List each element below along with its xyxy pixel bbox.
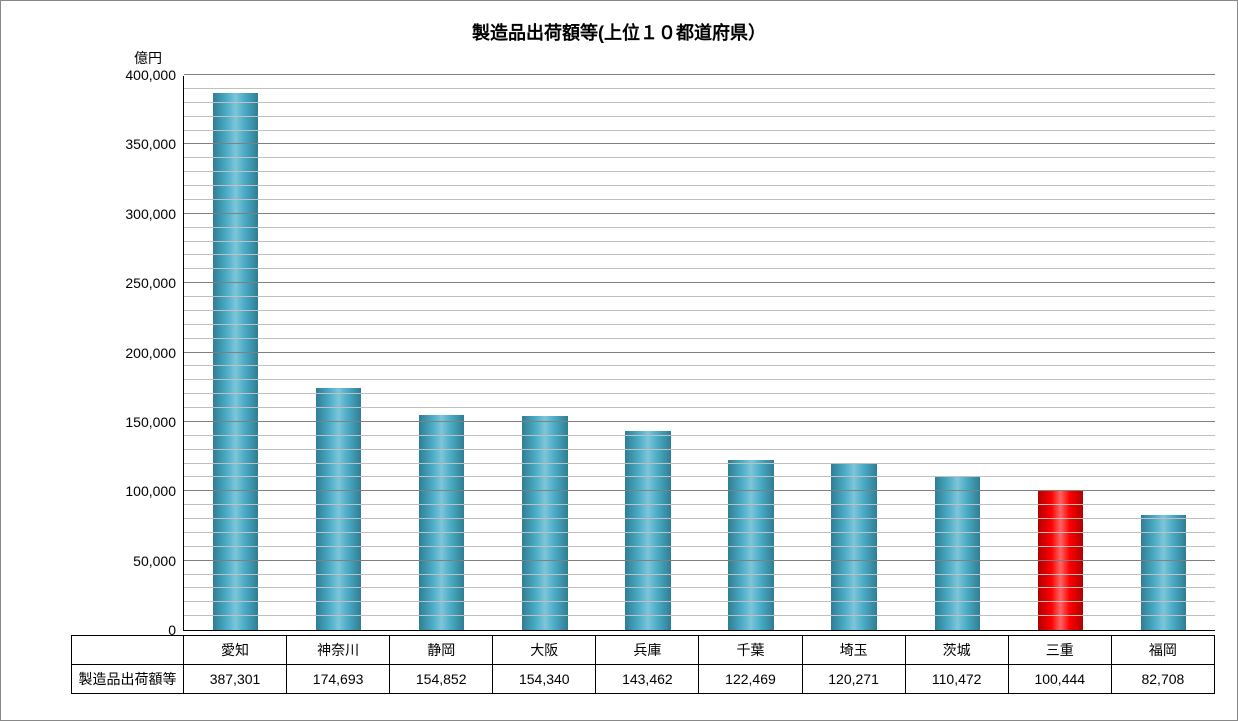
grid-minor [184, 587, 1215, 588]
bar-body [625, 431, 670, 630]
grid-minor [184, 379, 1215, 380]
grid-minor [184, 88, 1215, 89]
value-cell: 387,301 [183, 665, 286, 694]
y-tick-label: 250,000 [125, 275, 184, 291]
y-tick-label: 300,000 [125, 206, 184, 222]
bars-layer [184, 76, 1215, 630]
grid-minor [184, 449, 1215, 450]
bar-slot [390, 76, 493, 630]
grid-minor [184, 296, 1215, 297]
bar-body [419, 415, 464, 630]
category-cell: 愛知 [183, 636, 286, 665]
category-cell: 静岡 [390, 636, 493, 665]
y-tick-label: 150,000 [125, 414, 184, 430]
grid-minor [184, 532, 1215, 533]
bar-slot [906, 76, 1009, 630]
grid-minor [184, 74, 1215, 75]
grid-minor [184, 157, 1215, 158]
grid-minor [184, 268, 1215, 269]
grid-minor [184, 421, 1215, 422]
grid-minor [184, 365, 1215, 366]
grid-minor [184, 213, 1215, 214]
grid-minor [184, 407, 1215, 408]
bar-slot [1009, 76, 1112, 630]
grid-minor [184, 476, 1215, 477]
category-cell: 千葉 [699, 636, 802, 665]
category-cell: 埼玉 [802, 636, 905, 665]
y-tick-label: 200,000 [125, 345, 184, 361]
grid-minor [184, 116, 1215, 117]
value-cell: 120,271 [802, 665, 905, 694]
bar-slot [596, 76, 699, 630]
bar [625, 431, 670, 630]
category-cell: 福岡 [1111, 636, 1214, 665]
grid-minor [184, 518, 1215, 519]
y-axis-unit: 億円 [134, 48, 162, 68]
plot-area: 050,000100,000150,000200,000250,000300,0… [183, 76, 1215, 631]
bar-slot [184, 76, 287, 630]
category-cell: 茨城 [905, 636, 1008, 665]
grid-minor [184, 282, 1215, 283]
value-row: 製造品出荷額等387,301174,693154,852154,340143,4… [72, 665, 1215, 694]
row-header-blank [72, 636, 184, 665]
grid-minor [184, 324, 1215, 325]
value-cell: 110,472 [905, 665, 1008, 694]
grid-minor [184, 199, 1215, 200]
grid-minor [184, 102, 1215, 103]
value-cell: 154,340 [493, 665, 596, 694]
grid-minor [184, 130, 1215, 131]
value-cell: 122,469 [699, 665, 802, 694]
grid-minor [184, 338, 1215, 339]
grid-minor [184, 435, 1215, 436]
row-header: 製造品出荷額等 [72, 665, 184, 694]
y-tick-label: 400,000 [125, 67, 184, 83]
grid-minor [184, 241, 1215, 242]
bar [213, 93, 258, 630]
category-cell: 神奈川 [287, 636, 390, 665]
grid-minor [184, 171, 1215, 172]
grid-minor [184, 254, 1215, 255]
grid-minor [184, 490, 1215, 491]
grid-minor [184, 574, 1215, 575]
bar-slot [493, 76, 596, 630]
grid-minor [184, 352, 1215, 353]
grid-minor [184, 615, 1215, 616]
grid-minor [184, 310, 1215, 311]
grid-minor [184, 546, 1215, 547]
category-cell: 兵庫 [596, 636, 699, 665]
bar-body [935, 477, 980, 630]
value-cell: 100,444 [1008, 665, 1111, 694]
grid-minor [184, 504, 1215, 505]
bar [935, 477, 980, 630]
grid-minor [184, 185, 1215, 186]
bar-slot [699, 76, 802, 630]
grid-minor [184, 393, 1215, 394]
y-tick-label: 350,000 [125, 136, 184, 152]
bar [419, 415, 464, 630]
grid-minor [184, 560, 1215, 561]
value-cell: 174,693 [287, 665, 390, 694]
grid-minor [184, 463, 1215, 464]
grid-minor [184, 601, 1215, 602]
grid-minor [184, 227, 1215, 228]
bar [316, 388, 361, 630]
bar-slot [803, 76, 906, 630]
bar-slot [287, 76, 390, 630]
data-table: 愛知神奈川静岡大阪兵庫千葉埼玉茨城三重福岡 製造品出荷額等387,301174,… [71, 635, 1215, 694]
chart-title: 製造品出荷額等(上位１０都道府県） [1, 19, 1237, 45]
bar-body [316, 388, 361, 630]
category-cell: 大阪 [493, 636, 596, 665]
y-tick-label: 100,000 [125, 483, 184, 499]
y-tick-label: 50,000 [133, 553, 184, 569]
value-cell: 154,852 [390, 665, 493, 694]
bar-body [213, 93, 258, 630]
bar-slot [1112, 76, 1215, 630]
category-cell: 三重 [1008, 636, 1111, 665]
value-cell: 143,462 [596, 665, 699, 694]
value-cell: 82,708 [1111, 665, 1214, 694]
chart-container: 製造品出荷額等(上位１０都道府県） 億円 050,000100,000150,0… [0, 0, 1238, 721]
grid-minor [184, 143, 1215, 144]
category-row: 愛知神奈川静岡大阪兵庫千葉埼玉茨城三重福岡 [72, 636, 1215, 665]
